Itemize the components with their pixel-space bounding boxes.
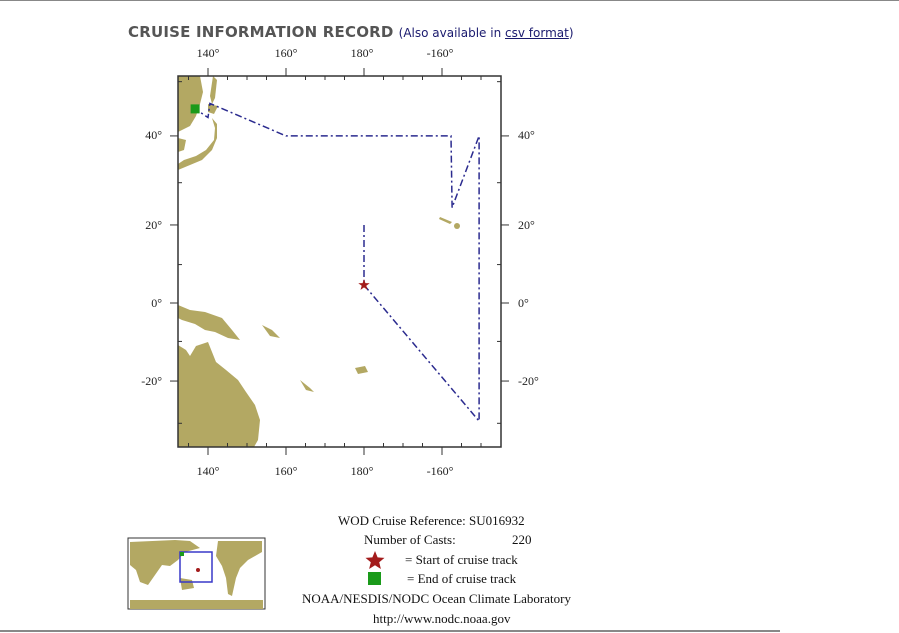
land-masses <box>178 76 460 447</box>
land-hawaii <box>454 223 460 229</box>
top-divider <box>0 0 899 1</box>
land-new-caledonia <box>300 380 314 392</box>
land-korea <box>178 138 186 152</box>
csv-note: (Also available in csv format) <box>398 26 574 40</box>
bottom-tick-label: 180° <box>351 464 374 478</box>
top-tick-label: 140° <box>197 46 220 60</box>
inset-land <box>130 540 263 609</box>
right-tick-label: 20° <box>518 218 535 232</box>
cruise-reference: WOD Cruise Reference: SU016932 <box>338 513 525 528</box>
start-legend-label: = Start of cruise track <box>405 552 518 567</box>
bottom-tick-label: 160° <box>275 464 298 478</box>
land-japan <box>178 118 217 170</box>
land-sakhalin <box>210 76 217 104</box>
land-fiji <box>355 366 368 374</box>
frame-ticks <box>170 68 509 455</box>
land-solomons <box>262 325 280 338</box>
right-tick-label: -20° <box>518 374 539 388</box>
csv-format-link[interactable]: csv format <box>505 26 569 40</box>
land-new-guinea <box>178 305 240 340</box>
legend-square-icon <box>368 572 381 585</box>
land-australia <box>178 342 260 447</box>
cruise-track <box>194 102 480 424</box>
inset-world-map <box>127 537 266 610</box>
left-tick-label: -20° <box>141 374 162 388</box>
page-title: CRUISE INFORMATION RECORD <box>128 23 394 41</box>
top-tick-label: -160° <box>427 46 454 60</box>
land-hokkaido <box>208 104 218 114</box>
top-tick-label: 180° <box>351 46 374 60</box>
bottom-tick-label: -160° <box>427 464 454 478</box>
land-hawaii-chain <box>439 217 452 224</box>
left-tick-label: 40° <box>145 128 162 142</box>
right-tick-label: 40° <box>518 128 535 142</box>
casts-label: Number of Casts: <box>364 532 456 547</box>
end-legend-label: = End of cruise track <box>407 571 517 586</box>
left-tick-label: 0° <box>151 296 162 310</box>
nodc-url: http://www.nodc.noaa.gov <box>373 611 511 626</box>
lab-credit: NOAA/NESDIS/NODC Ocean Climate Laborator… <box>302 591 571 606</box>
top-tick-label: 160° <box>275 46 298 60</box>
land-asia <box>178 76 203 132</box>
start-marker-star <box>358 279 370 290</box>
inset-region-box <box>179 551 213 583</box>
casts-value: 220 <box>512 532 532 547</box>
legend-star-icon <box>365 551 385 569</box>
left-tick-label: 20° <box>145 218 162 232</box>
inset-end-marker <box>180 552 184 556</box>
bottom-divider <box>0 630 780 632</box>
inset-start-marker <box>196 568 200 572</box>
page-header: CRUISE INFORMATION RECORD (Also availabl… <box>128 22 574 41</box>
map-frame <box>177 75 502 448</box>
end-marker-square <box>190 104 200 114</box>
bottom-tick-label: 140° <box>197 464 220 478</box>
right-tick-label: 0° <box>518 296 529 310</box>
